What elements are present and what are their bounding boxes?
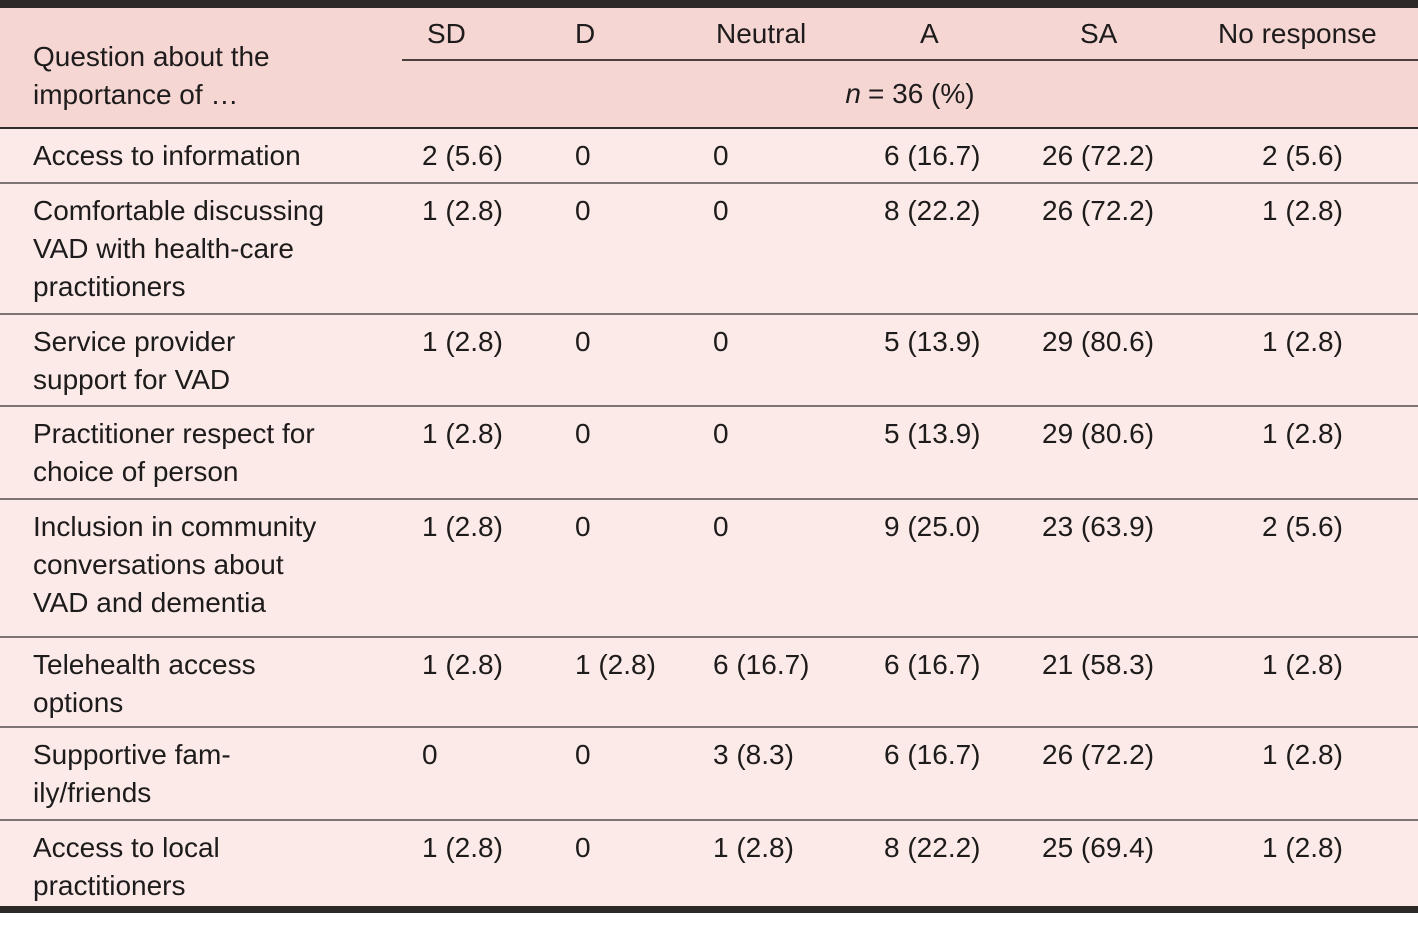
value-cell-strongly-agree: 26 (72.2)	[1014, 726, 1200, 820]
value-cell-no-response: 1 (2.8)	[1200, 182, 1418, 314]
value-cell-sd: 1 (2.8)	[402, 182, 523, 314]
value-cell-strongly-agree: 25 (69.4)	[1014, 819, 1200, 910]
column-header-d: D	[523, 4, 674, 61]
value-cell-d: 0	[523, 405, 674, 499]
question-cell: Comfortable discussing VAD with health-c…	[0, 182, 402, 314]
value-cell-neutral: 0	[674, 313, 848, 406]
value-cell-no-response: 1 (2.8)	[1200, 636, 1418, 727]
value-cell-d: 0	[523, 498, 674, 637]
value-cell-d: 1 (2.8)	[523, 636, 674, 727]
value-cell-neutral: 0	[674, 405, 848, 499]
question-cell: Access to local practitioners	[0, 819, 402, 910]
column-header-sd: SD	[402, 4, 523, 61]
value-cell-neutral: 6 (16.7)	[674, 636, 848, 727]
value-cell-sd: 1 (2.8)	[402, 636, 523, 727]
value-cell-agree: 5 (13.9)	[848, 405, 1014, 499]
value-cell-d: 0	[523, 726, 674, 820]
value-cell-agree: 5 (13.9)	[848, 313, 1014, 406]
value-cell-agree: 6 (16.7)	[848, 128, 1014, 183]
n-value: = 36 (%)	[867, 78, 975, 109]
table-row: Access to information 2 (5.6) 0 0 6 (16.…	[0, 128, 1418, 183]
n-symbol: n	[845, 78, 861, 109]
value-cell-strongly-agree: 23 (63.9)	[1014, 498, 1200, 637]
column-header-row: Question about the importance of … SD D …	[0, 4, 1418, 129]
column-header-no-response: No response	[1200, 4, 1418, 61]
value-cell-no-response: 1 (2.8)	[1200, 819, 1418, 910]
value-cell-sd: 0	[402, 726, 523, 820]
table-body: Access to information 2 (5.6) 0 0 6 (16.…	[0, 128, 1418, 910]
value-cell-neutral: 0	[674, 182, 848, 314]
value-cell-sd: 1 (2.8)	[402, 498, 523, 637]
value-cell-strongly-agree: 29 (80.6)	[1014, 405, 1200, 499]
value-cell-neutral: 1 (2.8)	[674, 819, 848, 910]
value-cell-strongly-agree: 26 (72.2)	[1014, 182, 1200, 314]
value-cell-agree: 8 (22.2)	[848, 182, 1014, 314]
value-cell-no-response: 2 (5.6)	[1200, 498, 1418, 637]
corner-header: Question about the importance of …	[0, 4, 402, 129]
value-cell-sd: 1 (2.8)	[402, 313, 523, 406]
value-cell-d: 0	[523, 182, 674, 314]
value-cell-agree: 6 (16.7)	[848, 726, 1014, 820]
value-cell-neutral: 0	[674, 498, 848, 637]
table-row: Comfortable discussing VAD with health-c…	[0, 182, 1418, 314]
value-cell-d: 0	[523, 128, 674, 183]
value-cell-agree: 6 (16.7)	[848, 636, 1014, 727]
value-cell-d: 0	[523, 819, 674, 910]
value-cell-no-response: 1 (2.8)	[1200, 405, 1418, 499]
value-cell-strongly-agree: 21 (58.3)	[1014, 636, 1200, 727]
value-cell-d: 0	[523, 313, 674, 406]
table-row: Access to local practitioners 1 (2.8) 0 …	[0, 819, 1418, 910]
question-cell: Access to information	[0, 128, 402, 183]
sample-size-row: n = 36 (%)	[0, 60, 1418, 129]
value-cell-neutral: 3 (8.3)	[674, 726, 848, 820]
value-cell-strongly-agree: 29 (80.6)	[1014, 313, 1200, 406]
value-cell-sd: 1 (2.8)	[402, 819, 523, 910]
value-cell-agree: 9 (25.0)	[848, 498, 1014, 637]
value-cell-neutral: 0	[674, 128, 848, 183]
table-header: Question about the importance of … SD D …	[0, 4, 1418, 129]
question-cell: Telehealth access options	[0, 636, 402, 727]
question-cell: Supportive fam- ily/friends	[0, 726, 402, 820]
value-cell-agree: 8 (22.2)	[848, 819, 1014, 910]
table-row: Service provider support for VAD 1 (2.8)…	[0, 313, 1418, 406]
column-header-strongly-agree: SA	[1014, 4, 1200, 61]
value-cell-strongly-agree: 26 (72.2)	[1014, 128, 1200, 183]
value-cell-sd: 1 (2.8)	[402, 405, 523, 499]
question-cell: Service provider support for VAD	[0, 313, 402, 406]
table-row: Inclusion in community conversations abo…	[0, 498, 1418, 637]
value-cell-no-response: 2 (5.6)	[1200, 128, 1418, 183]
value-cell-sd: 2 (5.6)	[402, 128, 523, 183]
question-cell: Inclusion in community conversations abo…	[0, 498, 402, 637]
value-cell-no-response: 1 (2.8)	[1200, 726, 1418, 820]
column-header-neutral: Neutral	[674, 4, 848, 61]
table-row: Practitioner respect for choice of perso…	[0, 405, 1418, 499]
table-row: Supportive fam- ily/friends 0 0 3 (8.3) …	[0, 726, 1418, 820]
column-header-agree: A	[848, 4, 1014, 61]
sample-size-subheader: n = 36 (%)	[402, 60, 1418, 129]
value-cell-no-response: 1 (2.8)	[1200, 313, 1418, 406]
question-cell: Practitioner respect for choice of perso…	[0, 405, 402, 499]
table-row: Telehealth access options 1 (2.8) 1 (2.8…	[0, 636, 1418, 727]
